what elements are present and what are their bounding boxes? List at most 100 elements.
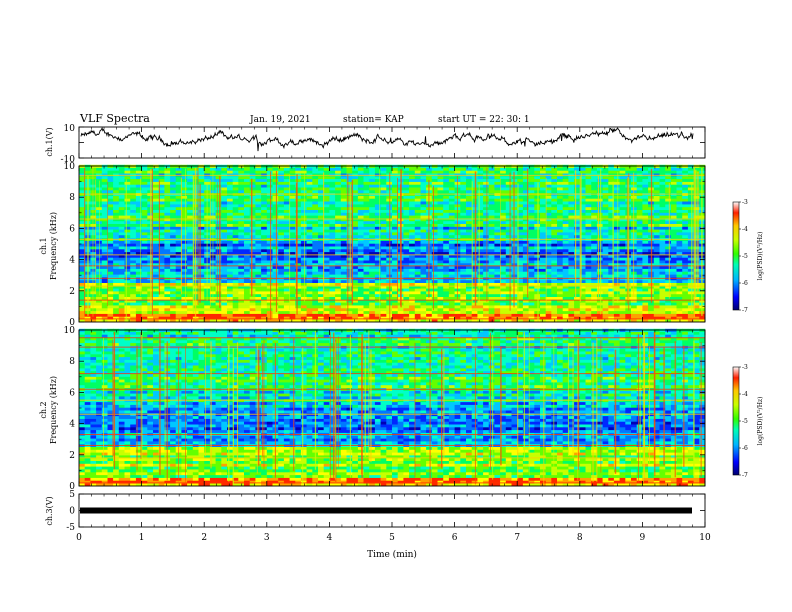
spectrogram-cell — [227, 218, 233, 222]
spectrogram-cell — [522, 319, 529, 323]
spectrogram-cell — [653, 220, 660, 224]
spectrogram-cell — [636, 215, 643, 219]
spectrogram-cell — [369, 226, 376, 230]
spectrogram-cell — [505, 212, 512, 216]
spectrogram-cell — [346, 285, 353, 289]
spectrogram-cell — [272, 296, 279, 300]
spectrogram-cell — [96, 282, 103, 286]
spectrogram-cell — [318, 218, 324, 222]
spectrogram-cell — [101, 218, 108, 222]
spectrogram-cell — [596, 251, 603, 255]
spectrogram-cell — [585, 218, 592, 222]
spectrogram-cell — [323, 288, 330, 292]
spectrogram-cell — [619, 299, 626, 303]
spectrogram-cell — [403, 240, 410, 244]
spectrogram-cell — [221, 251, 228, 255]
spectrogram-cell — [557, 240, 563, 244]
spectrogram-cell — [522, 226, 529, 230]
spectrogram-cell — [261, 308, 268, 312]
spectrogram-cell — [562, 218, 569, 222]
spectrogram-cell — [346, 296, 353, 300]
spectrogram-cell — [249, 254, 256, 258]
spectrogram-cell — [318, 316, 324, 320]
spectrogram-cell — [249, 299, 256, 303]
spectrogram-cell — [534, 229, 541, 233]
spectrogram-cell — [687, 206, 694, 210]
spectrogram-cell — [420, 260, 427, 264]
spectrogram-cell — [153, 288, 159, 292]
spectrogram-cell — [147, 313, 154, 317]
spectrogram-cell — [363, 209, 370, 213]
spectrogram-cell — [249, 271, 256, 275]
spectrogram-cell — [528, 215, 535, 219]
spectrogram-cell — [602, 263, 609, 267]
spectrogram-cell — [312, 209, 319, 213]
spectrogram-cell — [198, 206, 205, 210]
spectrogram-cell — [665, 243, 672, 247]
spectrogram-cell — [158, 274, 165, 278]
spectrogram-cell — [631, 313, 637, 317]
spectrogram-cell — [477, 299, 484, 303]
spectrogram-cell — [272, 240, 279, 244]
spectrogram-cell — [596, 271, 603, 275]
spectrogram-cell — [164, 232, 171, 236]
spectrogram-cell — [181, 285, 188, 289]
spectrogram-cell — [215, 249, 222, 253]
spectrogram-cell — [266, 271, 273, 275]
spectrogram-cell — [551, 265, 558, 269]
spectrogram-cell — [562, 257, 569, 261]
spectrogram-cell — [135, 215, 142, 219]
spectrogram-cell — [488, 212, 495, 216]
spectrogram-cell — [221, 316, 228, 320]
spectrogram-cell — [357, 268, 364, 272]
spectrogram-cell — [357, 316, 364, 320]
spectrogram-cell — [335, 291, 342, 295]
spectrogram-cell — [130, 313, 137, 317]
spectrogram-cell — [648, 302, 655, 306]
spectrogram-cell — [130, 257, 137, 261]
spectrogram-cell — [568, 274, 575, 278]
spectrogram-cell — [522, 299, 529, 303]
spectrogram-cell — [448, 293, 455, 297]
spectrogram-cell — [283, 263, 290, 267]
spectrogram-cell — [272, 293, 279, 297]
spectrogram-cell — [198, 204, 205, 208]
spectrogram-cell — [670, 265, 677, 269]
spectrogram-cell — [648, 313, 655, 317]
spectrogram-cell — [380, 223, 387, 227]
spectrogram-cell — [318, 223, 324, 227]
spectrogram-cell — [437, 308, 444, 312]
spectrogram-cell — [642, 218, 649, 222]
spectrogram-cell — [79, 265, 85, 269]
spectrogram-cell — [101, 235, 108, 239]
spectrogram-cell — [568, 271, 575, 275]
spectrogram-cell — [431, 260, 438, 264]
spectrogram-cell — [477, 226, 484, 230]
spectrogram-cell — [562, 246, 569, 250]
spectrogram-cell — [517, 288, 524, 292]
spectrogram-cell — [443, 308, 450, 312]
spectrogram-cell — [312, 268, 319, 272]
spectrogram-cell — [118, 223, 125, 227]
spectrogram-cell — [653, 291, 660, 295]
spectrogram-cell — [653, 308, 660, 312]
spectrogram-cell — [357, 215, 364, 219]
spectrogram-cell — [437, 201, 444, 205]
spectrogram-cell — [562, 206, 569, 210]
spectrogram-cell — [591, 291, 598, 295]
spectrogram-cell — [107, 313, 114, 317]
spectrogram-cell — [534, 263, 541, 267]
spectrogram-cell — [249, 260, 256, 264]
spectrogram-cell — [295, 274, 302, 278]
spectrogram-cell — [448, 260, 455, 264]
spectrogram-cell — [431, 299, 438, 303]
spectrogram-cell — [232, 313, 239, 317]
spectrogram-cell — [374, 293, 381, 297]
spectrogram-cell — [295, 198, 302, 202]
spectrogram-cell — [118, 240, 125, 244]
spectrogram-cell — [488, 282, 495, 286]
spectrogram-cell — [636, 313, 643, 317]
spectrogram-cell — [522, 251, 529, 255]
spectrogram-cell — [118, 243, 125, 247]
spectrogram-cell — [300, 201, 307, 205]
